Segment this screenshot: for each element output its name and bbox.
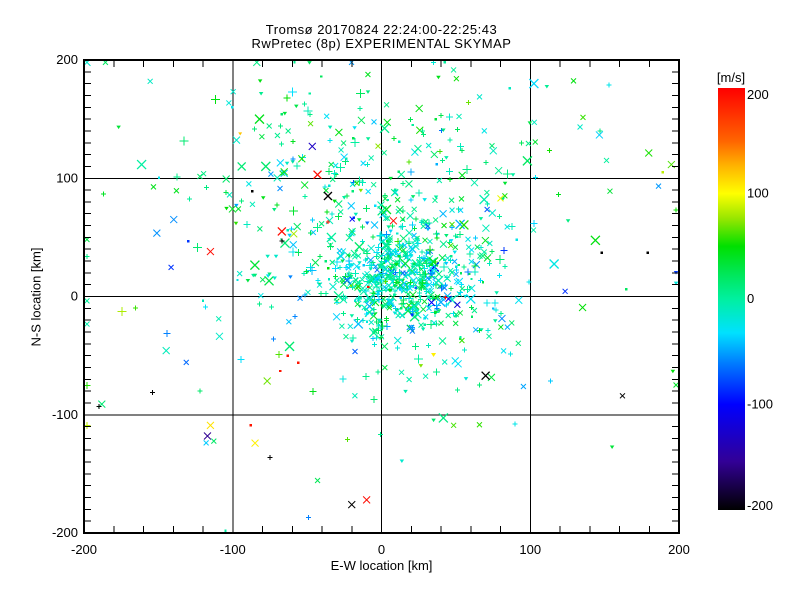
x-tick-label: 0 [378,542,385,557]
chart-title: Tromsø 20170824 22:24:00-22:25:43 [265,22,498,37]
colorbar-tick-label: 200 [747,87,769,102]
colorbar-tick-label: -200 [747,498,773,513]
ticks-layer [83,59,680,534]
chart-subtitle: RwPretec (8p) EXPERIMENTAL SKYMAP [251,36,512,51]
x-tick-labels: -200 -100 0 100 200 [71,542,690,557]
colorbar-tick-label: 0 [747,291,754,306]
x-tick-label: -100 [220,542,246,557]
colorbar-tick-label: -100 [747,397,773,412]
plot-frame [83,59,680,534]
x-tick-label: 100 [519,542,541,557]
x-tick-label: 200 [668,542,690,557]
y-tick-label: 0 [71,289,78,304]
y-tick-labels: -200 -100 0 100 200 [52,52,78,540]
colorbar-tick-labels: 200 100 0 -100 -200 [747,87,773,513]
outlier-points-layer [96,82,664,521]
colorbar-gradient [718,88,745,510]
x-axis-label: E-W location [km] [330,558,433,573]
y-tick-label: -200 [52,525,78,540]
colorbar-tick-label: 100 [747,186,769,201]
x-tick-label: -200 [71,542,97,557]
colorbar-unit-label: [m/s] [716,70,746,85]
y-tick-label: -100 [52,407,78,422]
y-tick-label: 100 [56,170,78,185]
y-tick-label: 200 [56,52,78,67]
